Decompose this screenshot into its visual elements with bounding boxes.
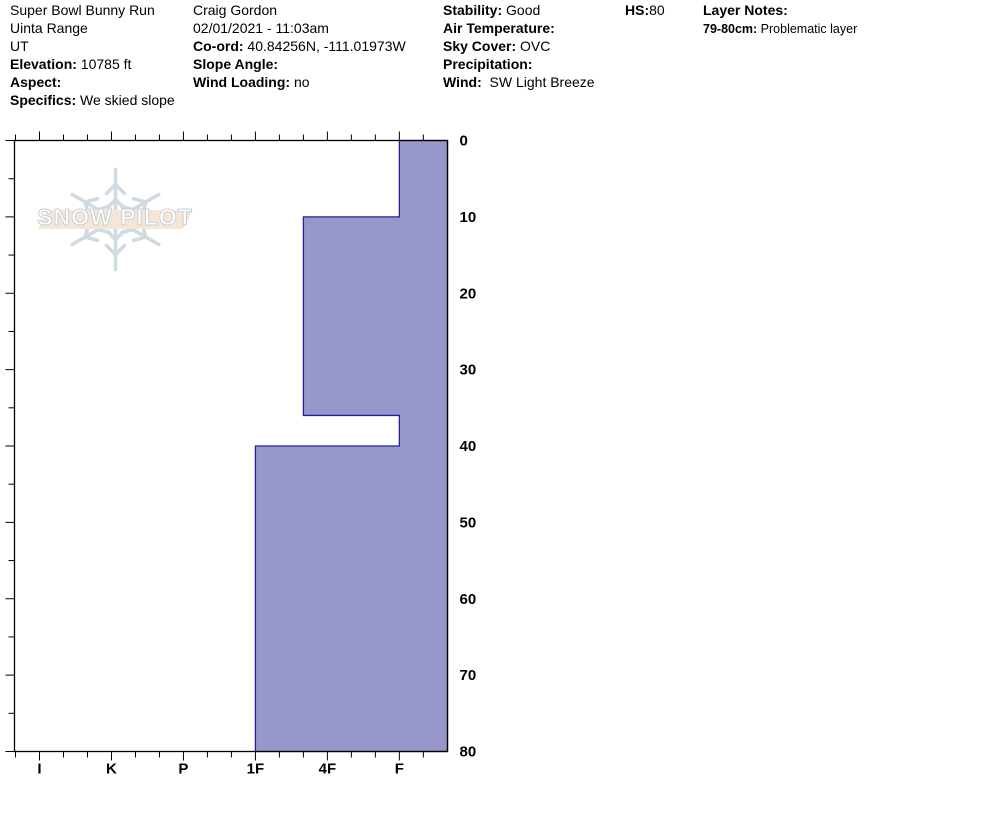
svg-text:10: 10 xyxy=(460,209,477,226)
svg-text:60: 60 xyxy=(460,591,477,608)
svg-text:30: 30 xyxy=(460,362,477,379)
svg-text:50: 50 xyxy=(460,514,477,531)
svg-text:80: 80 xyxy=(460,744,477,761)
svg-text:I: I xyxy=(37,761,41,778)
svg-text:P: P xyxy=(178,761,188,778)
svg-text:40: 40 xyxy=(460,438,477,455)
svg-text:4F: 4F xyxy=(319,761,337,778)
svg-text:0: 0 xyxy=(460,133,468,150)
svg-text:1F: 1F xyxy=(247,761,265,778)
svg-text:20: 20 xyxy=(460,285,477,302)
svg-text:F: F xyxy=(395,761,404,778)
svg-text:SNOW PILOT: SNOW PILOT xyxy=(37,204,193,230)
svg-text:70: 70 xyxy=(460,667,477,684)
svg-text:K: K xyxy=(106,761,117,778)
